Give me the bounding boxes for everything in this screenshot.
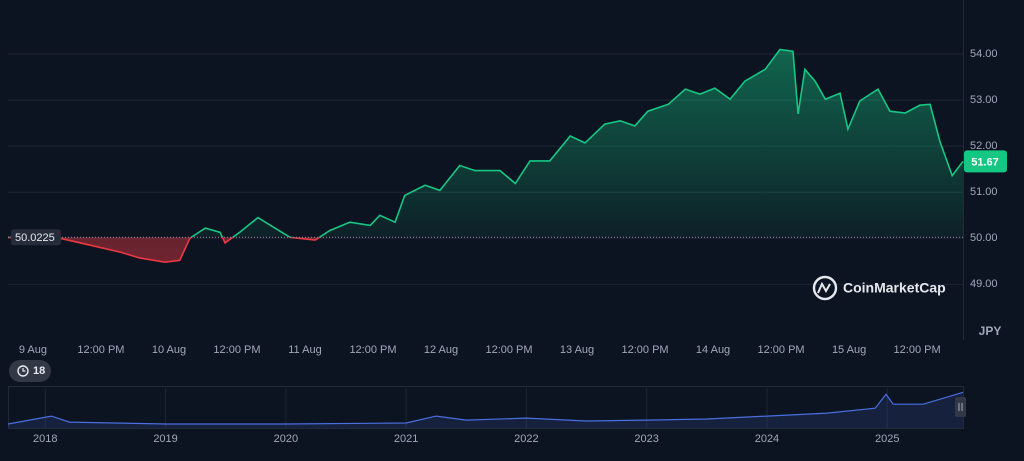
x-tick-label: 2018 [33, 433, 57, 445]
navigator-handle[interactable] [955, 397, 966, 417]
x-tick-label: 11 Aug [288, 344, 321, 356]
x-tick-label: 15 Aug [832, 344, 866, 356]
y-tick-label: 54.00 [970, 48, 998, 60]
navigator-line [7, 391, 964, 425]
x-tick-label: 14 Aug [696, 344, 730, 356]
x-tick-label: 2019 [153, 433, 177, 445]
y-tick-label: 50.00 [970, 232, 998, 244]
x-tick-label: 12:00 PM [349, 344, 396, 356]
price-line-up [8, 48, 964, 238]
x-tick-label: 2023 [634, 433, 658, 445]
x-tick-label: 13 Aug [560, 344, 594, 356]
y-tick-label: 51.00 [970, 186, 998, 198]
x-tick-label: 12:00 PM [894, 344, 941, 356]
area-up [8, 49, 963, 238]
y-tick-label: 52.00 [970, 140, 998, 152]
badge-text: 18 [33, 365, 45, 377]
x-tick-label: 2021 [394, 433, 418, 445]
x-tick-label: 12:00 PM [485, 344, 532, 356]
x-tick-label: 12:00 PM [77, 344, 124, 356]
y-tick-label: 49.00 [970, 278, 998, 290]
baseline-label: 50.0225 [15, 232, 55, 244]
watermark: CoinMarketCap [812, 275, 946, 301]
x-tick-label: 2025 [875, 433, 899, 445]
watermark-text: CoinMarketCap [843, 280, 946, 296]
y-tick-label: 53.00 [970, 94, 998, 106]
last-price-tag [964, 150, 1007, 173]
x-tick-label: 2022 [514, 433, 538, 445]
x-tick-label: 12 Aug [424, 344, 458, 356]
x-tick-label: 10 Aug [152, 344, 186, 356]
range-badge[interactable]: 18 [9, 360, 51, 382]
baseline-tag [11, 229, 61, 246]
navigator-area [8, 392, 963, 428]
x-tick-label: 12:00 PM [758, 344, 805, 356]
x-tick-label: 2020 [274, 433, 298, 445]
currency-label: JPY [979, 324, 1002, 338]
x-tick-label: 9 Aug [19, 344, 47, 356]
price-line-down [7, 237, 322, 264]
x-tick-label: 12:00 PM [621, 344, 668, 356]
x-tick-label: 12:00 PM [213, 344, 260, 356]
last-price-label: 51.67 [971, 156, 999, 168]
x-tick-label: 2024 [755, 433, 779, 445]
